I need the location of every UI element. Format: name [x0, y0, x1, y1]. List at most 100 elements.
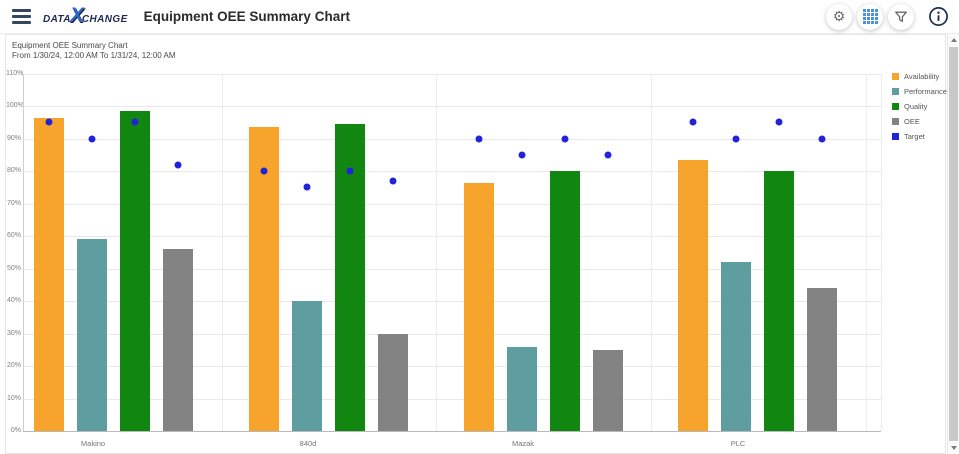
scrollbar-thumb[interactable] — [949, 47, 958, 441]
legend-label: OEE — [904, 117, 920, 126]
gridline-vertical — [865, 74, 867, 431]
bar-performance-makino[interactable] — [77, 239, 107, 431]
legend-label: Target — [904, 132, 925, 141]
y-axis-tick-label: 70% — [6, 199, 21, 207]
logo-text-data: DATA — [43, 13, 71, 25]
bar-quality-840d[interactable] — [334, 124, 365, 431]
x-axis-category-label: Mazak — [511, 439, 535, 448]
y-axis-line — [23, 74, 24, 431]
arrow-down-icon — [950, 446, 957, 450]
arrow-up-icon — [950, 38, 957, 42]
hamburger-icon — [12, 9, 31, 12]
scroll-down-button[interactable] — [948, 442, 959, 454]
y-axis-tick-label: 50% — [6, 264, 21, 272]
y-axis-tick-label: 40% — [6, 297, 21, 304]
gridline-vertical — [221, 74, 223, 431]
bar-quality-plc[interactable] — [764, 171, 795, 431]
filter-button[interactable] — [888, 3, 914, 30]
info-button[interactable] — [928, 6, 949, 27]
bar-availability-makino[interactable] — [34, 117, 64, 431]
target-dot-makino-availability[interactable] — [45, 118, 53, 126]
gridline-horizontal — [23, 138, 881, 140]
menu-button[interactable] — [10, 5, 33, 28]
bar-quality-makino[interactable] — [120, 111, 150, 431]
vertical-scrollbar[interactable] — [947, 34, 959, 454]
gridline-horizontal — [23, 398, 881, 400]
scroll-up-button[interactable] — [948, 34, 959, 46]
bar-oee-plc[interactable] — [807, 288, 838, 431]
dataxchange-logo: DATA X CHANGE — [43, 5, 128, 26]
target-dot-mazak-oee[interactable] — [604, 151, 612, 159]
settings-button[interactable]: ⚙ — [826, 3, 852, 30]
legend-item-target[interactable]: Target — [892, 132, 947, 141]
gridline-vertical — [436, 74, 438, 431]
legend-swatch-icon — [892, 118, 899, 125]
bar-availability-plc[interactable] — [678, 159, 709, 431]
bar-oee-840d[interactable] — [377, 333, 408, 431]
gridline-horizontal — [23, 171, 881, 173]
top-bar: DATA X CHANGE Equipment OEE Summary Char… — [0, 0, 959, 34]
bar-performance-plc[interactable] — [721, 262, 752, 431]
legend-swatch-icon — [892, 88, 899, 95]
target-dot-makino-oee[interactable] — [174, 161, 182, 169]
gridline-horizontal — [23, 73, 881, 75]
y-axis-tick-label: 20% — [6, 362, 21, 369]
chart-legend: Availability Performance Quality OEE Target — [892, 72, 947, 147]
y-axis-tick-label: 30% — [6, 329, 21, 337]
y-axis-tick-label: 10% — [6, 394, 21, 402]
bar-oee-makino[interactable] — [163, 249, 193, 431]
y-axis-tick-label: 0% — [10, 427, 21, 434]
gridline-horizontal — [23, 106, 881, 108]
legend-item-performance[interactable]: Performance — [892, 87, 947, 96]
target-dot-mazak-performance[interactable] — [518, 151, 526, 159]
target-dot-840d-availability[interactable] — [260, 167, 268, 175]
x-axis-category-label: Makino — [80, 439, 106, 448]
target-dot-840d-oee[interactable] — [389, 177, 397, 185]
chart-panel: Equipment OEE Summary Chart From 1/30/24… — [5, 34, 947, 454]
oee-bar-chart: 0% 10% 20% 30% 40% 50% 60% 70% 80% 90% 100% 110% Mak… — [6, 35, 945, 453]
bar-performance-840d[interactable] — [291, 301, 322, 431]
legend-label: Quality — [904, 102, 928, 111]
target-dot-plc-oee[interactable] — [818, 135, 826, 143]
bar-oee-mazak[interactable] — [592, 349, 623, 431]
x-axis-category-label: PLC — [730, 439, 746, 448]
grid-view-button[interactable] — [857, 3, 883, 30]
target-dot-plc-performance[interactable] — [732, 135, 740, 143]
y-axis-tick-label: 100% — [6, 102, 24, 110]
gridline-horizontal — [23, 268, 881, 270]
legend-item-availability[interactable]: Availability — [892, 72, 947, 81]
legend-swatch-icon — [892, 133, 899, 140]
bar-quality-mazak[interactable] — [549, 171, 580, 431]
bar-availability-mazak[interactable] — [463, 182, 494, 431]
gridline-vertical — [651, 74, 653, 431]
y-axis-tick-label: 110% — [6, 69, 24, 77]
gear-icon: ⚙ — [832, 8, 846, 25]
target-dot-840d-quality[interactable] — [346, 167, 354, 175]
bar-availability-840d[interactable] — [248, 127, 279, 431]
legend-swatch-icon — [892, 73, 899, 80]
target-dot-plc-availability[interactable] — [689, 118, 697, 126]
gridline-vertical — [881, 74, 882, 431]
y-axis-tick-label: 90% — [6, 134, 21, 142]
gridline-horizontal — [23, 366, 881, 367]
legend-item-oee[interactable]: OEE — [892, 117, 947, 126]
legend-swatch-icon — [892, 103, 899, 110]
grid-icon — [862, 9, 878, 24]
target-dot-840d-performance[interactable] — [303, 183, 311, 191]
y-axis-tick-label: 60% — [6, 232, 21, 240]
target-dot-plc-quality[interactable] — [775, 118, 783, 126]
target-dot-makino-quality[interactable] — [131, 118, 139, 126]
target-dot-makino-performance[interactable] — [88, 135, 96, 143]
gridline-horizontal — [23, 333, 881, 335]
target-dot-mazak-quality[interactable] — [561, 135, 569, 143]
y-axis-tick-label: 80% — [6, 167, 21, 175]
page-title: Equipment OEE Summary Chart — [143, 9, 350, 24]
gridline-horizontal — [23, 236, 881, 238]
target-dot-mazak-availability[interactable] — [475, 135, 483, 143]
gridline-horizontal — [23, 301, 881, 302]
bar-performance-mazak[interactable] — [506, 346, 537, 431]
legend-label: Availability — [904, 72, 940, 81]
legend-label: Performance — [904, 87, 947, 96]
legend-item-quality[interactable]: Quality — [892, 102, 947, 111]
toolbar-buttons: ⚙ — [826, 3, 914, 30]
